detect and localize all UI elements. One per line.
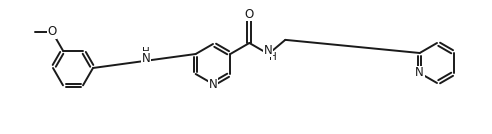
Text: N: N [209, 77, 217, 90]
Text: N: N [264, 44, 273, 57]
Text: O: O [47, 25, 57, 38]
Text: N: N [142, 51, 151, 64]
Text: O: O [245, 8, 254, 21]
Text: H: H [269, 52, 277, 62]
Text: H: H [143, 47, 150, 57]
Text: N: N [415, 66, 424, 79]
